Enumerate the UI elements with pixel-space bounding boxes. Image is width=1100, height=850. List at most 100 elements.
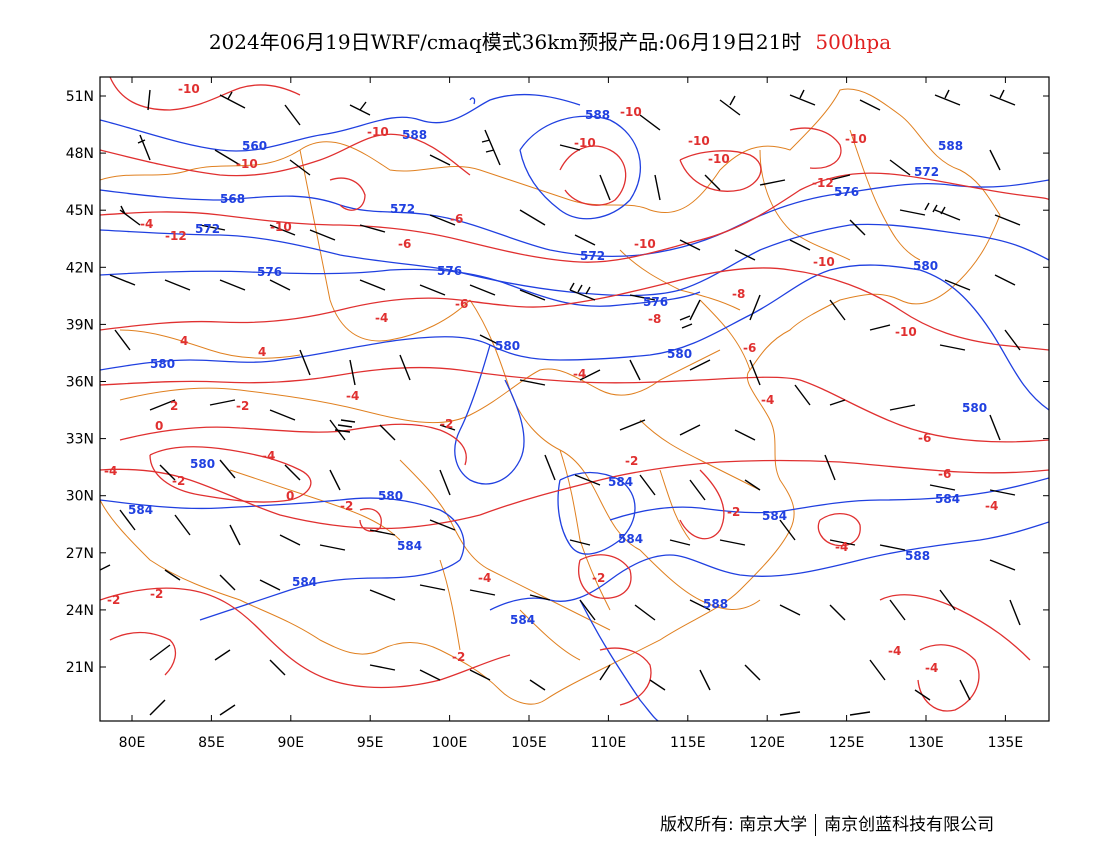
temp-label: 4 [258,345,266,359]
height-label: 560 [242,139,267,153]
height-label: 576 [643,295,668,309]
lat-tick-label: 48N [66,146,94,162]
temp-label: 4 [180,334,188,348]
lon-tick-label: 130E [908,735,944,751]
temp-label: -4 [985,499,998,513]
lon-tick-label: 90E [277,735,304,751]
temp-label: -4 [140,217,153,231]
temp-label: -4 [573,367,586,381]
height-label: 580 [962,401,987,415]
temp-label: -2 [340,499,353,513]
footer-separator [815,814,817,836]
temp-label: -6 [450,212,463,226]
temp-label: -4 [478,571,491,585]
lat-tick-label: 51N [66,89,94,105]
temp-label: 0 [286,489,294,503]
lon-tick-label: 135E [988,735,1024,751]
height-label: 584 [608,475,633,489]
temp-label: -10 [634,237,656,251]
temp-label: -2 [172,474,185,488]
height-label: 584 [935,492,960,506]
height-label: 584 [292,575,317,589]
temp-label: -10 [688,134,710,148]
lon-tick-label: 100E [432,735,468,751]
height-label: 580 [913,259,938,273]
temp-label: -4 [104,464,117,478]
height-label: 580 [190,457,215,471]
lat-tick-label: 27N [66,546,94,562]
temp-label: -10 [895,325,917,339]
height-label: 576 [834,185,859,199]
temp-label: -2 [625,454,638,468]
temp-label: -2 [107,593,120,607]
height-label: 584 [762,509,787,523]
temp-label: -6 [455,297,468,311]
lon-tick-label: 80E [119,735,146,751]
lon-tick-label: 105E [511,735,547,751]
height-label: 584 [510,613,535,627]
temp-label: -10 [574,136,596,150]
lat-tick-label: 21N [66,660,94,676]
lon-tick-label: 110E [591,735,627,751]
temp-label: -2 [727,505,740,519]
temp-label: -10 [845,132,867,146]
lon-tick-label: 120E [749,735,785,751]
temp-label: -6 [743,341,756,355]
height-label: 580 [378,489,403,503]
latitude-axis: 51N 48N 45N 42N 39N 36N 33N 30N 27N 24N 21N [66,89,1049,676]
height-label: 580 [667,347,692,361]
height-label: 584 [397,539,422,553]
temp-label: -2 [440,417,453,431]
temp-label: -2 [592,571,605,585]
lat-tick-label: 33N [66,432,94,448]
height-label: 588 [938,139,963,153]
plot-frame [99,76,1050,722]
temp-label: 2 [170,399,178,413]
lat-tick-label: 39N [66,317,94,333]
height-contours [100,93,1049,721]
wind-barbs [100,89,1021,716]
lat-tick-label: 36N [66,375,94,391]
temp-label: -4 [835,540,848,554]
temp-label: -2 [150,587,163,601]
height-labels: 588 588 560 588 572 576 568 572 572 572 … [128,108,987,627]
height-label: 580 [495,339,520,353]
temp-label: -10 [813,255,835,269]
temp-label: -8 [732,287,745,301]
height-label: 588 [703,597,728,611]
temp-label: -10 [367,125,389,139]
temp-label: -4 [375,311,388,325]
lat-tick-label: 42N [66,260,94,276]
temp-label: -6 [918,431,931,445]
temperature-labels: -10 -10 -10 -10 -10 -10 -10 -10 -12 -6 -… [104,82,998,675]
temp-label: -12 [165,229,187,243]
height-label: 588 [402,128,427,142]
temp-label: 0 [155,419,163,433]
temp-label: -10 [708,152,730,166]
boundary-lines [100,88,1001,705]
temp-label: -4 [925,661,938,675]
height-label: 576 [257,265,282,279]
temp-label: -6 [398,237,411,251]
title-level: 500hpa [815,30,892,54]
temp-label: -6 [938,467,951,481]
height-label: 572 [914,165,939,179]
height-label: 588 [585,108,610,122]
temp-label: -10 [620,105,642,119]
temp-label: -2 [236,399,249,413]
lat-tick-label: 30N [66,489,94,505]
title-main: 2024年06月19日WRF/cmaq模式36km预报产品:06月19日21时 [208,30,802,54]
height-label: 572 [195,222,220,236]
copyright-company: 南京创蓝科技有限公司 [824,815,995,835]
temp-label: -10 [178,82,200,96]
height-label: 568 [220,192,245,206]
copyright-owner: 版权所有: 南京大学 [660,815,808,835]
height-label: 576 [437,264,462,278]
longitude-axis: 80E 85E 90E 95E 100E 105E 110E 115E 120E 125E 130E… [119,77,1024,751]
temp-label: -12 [812,176,834,190]
lon-tick-label: 125E [829,735,865,751]
height-label: 588 [905,549,930,563]
lon-tick-label: 95E [357,735,384,751]
temp-label: -4 [346,389,359,403]
